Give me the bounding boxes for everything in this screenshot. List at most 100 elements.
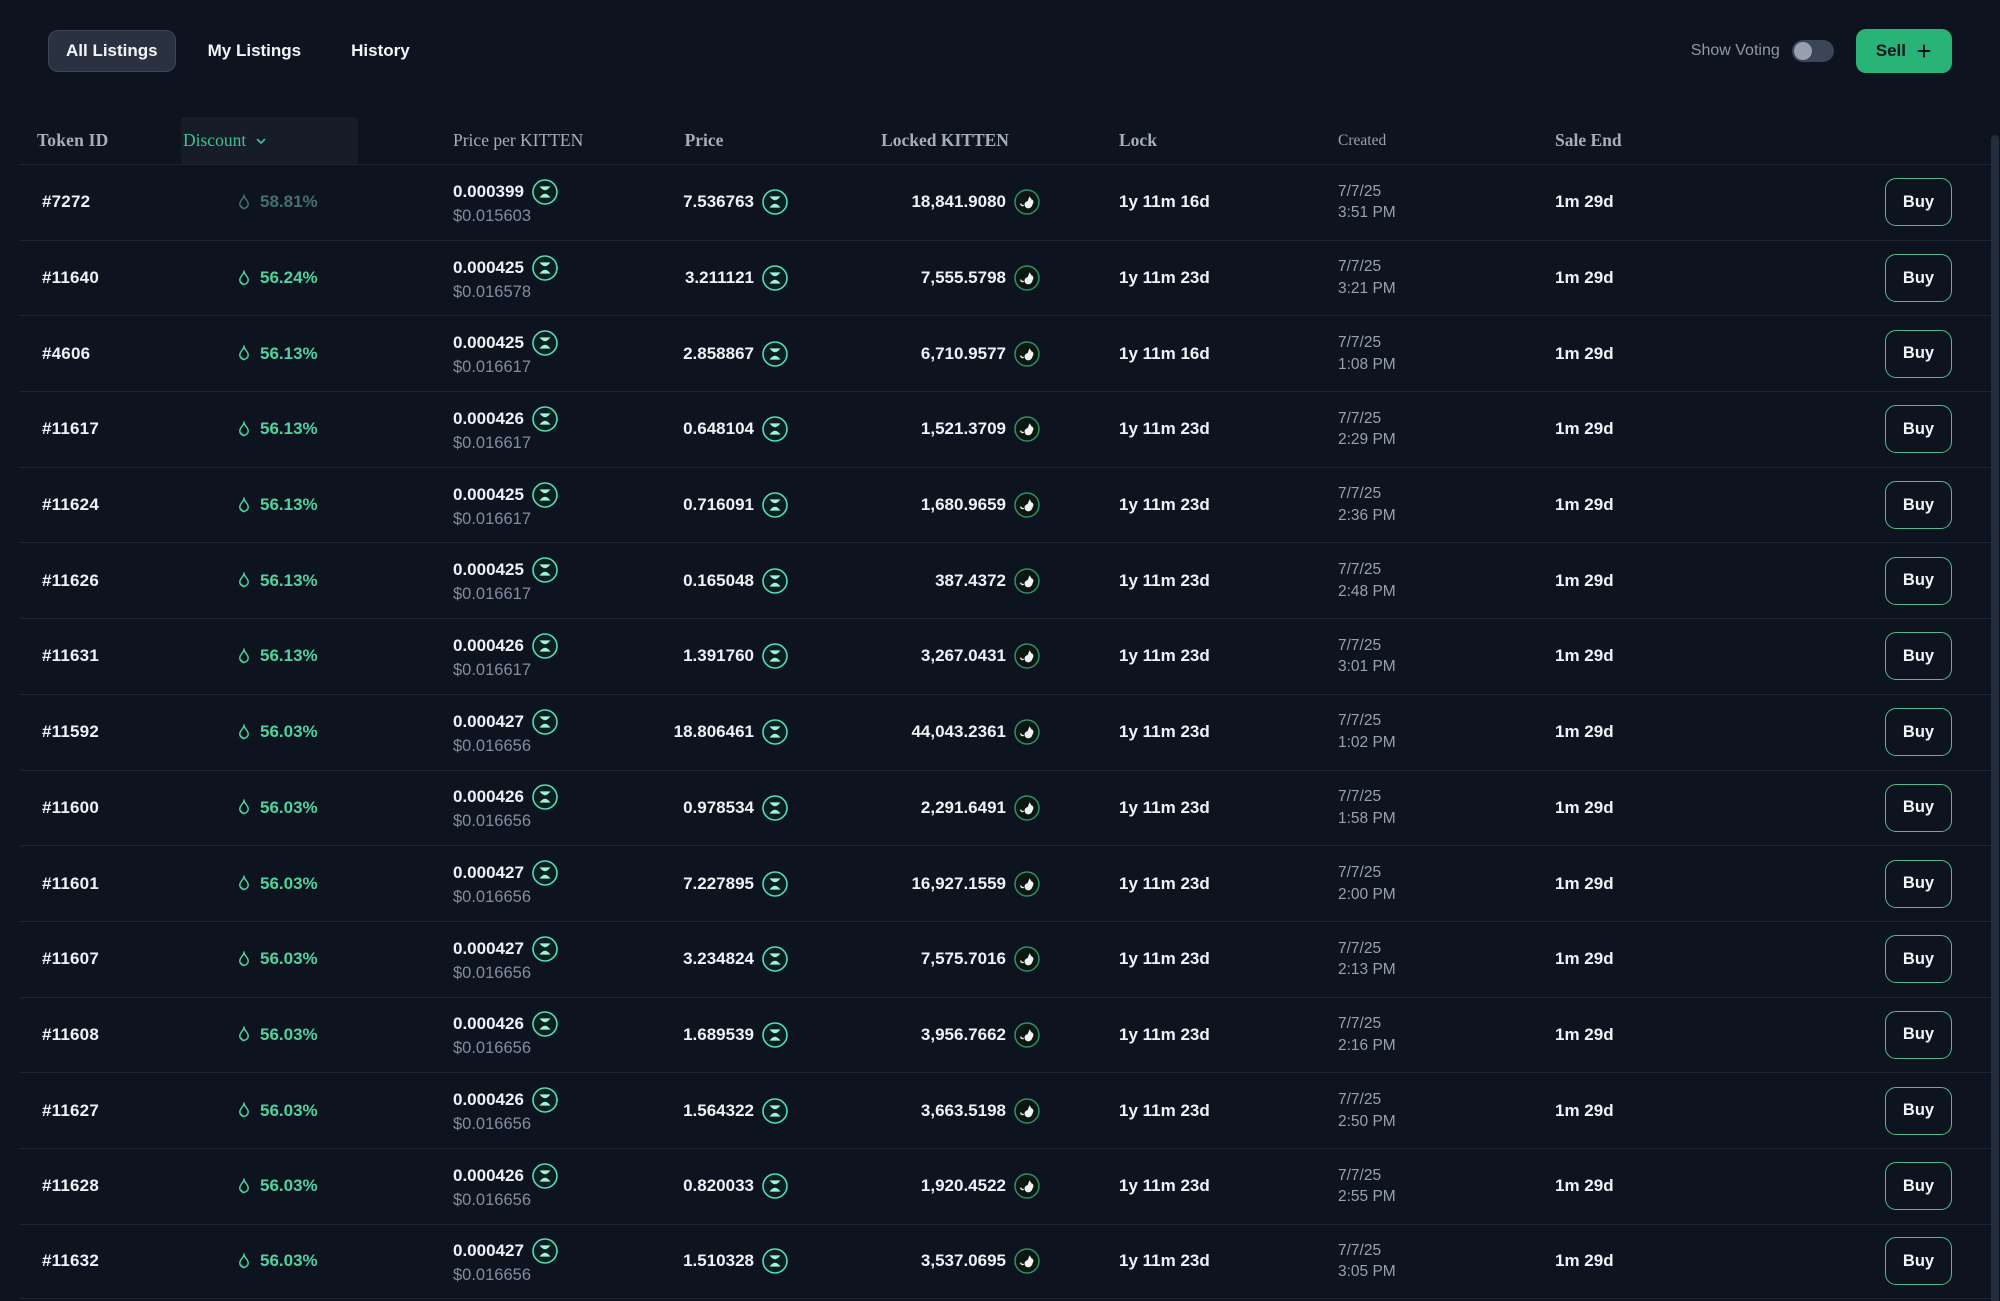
lock-duration: 1y 11m 23d <box>1119 949 1210 969</box>
created-date: 7/7/25 <box>1338 636 1382 654</box>
created-date: 7/7/25 <box>1338 863 1382 881</box>
tab-all-listings[interactable]: All Listings <box>48 29 176 72</box>
buy-button[interactable]: Buy <box>1885 935 1952 984</box>
sale-end: 1m 29d <box>1555 797 1614 817</box>
header-token-id: Token ID <box>37 130 109 150</box>
tab-my-listings[interactable]: My Listings <box>207 40 302 60</box>
discount-value: 56.13% <box>260 495 318 515</box>
created-cell: 7/7/25 2:50 PM <box>1320 1089 1540 1132</box>
buy-button[interactable]: Buy <box>1885 1237 1952 1286</box>
price-cell: 0.165048 <box>620 567 850 594</box>
price-per-kitten-usd: $0.016656 <box>453 1115 531 1134</box>
price-per-kitten-cell: 0.000425 $0.016617 <box>358 481 620 529</box>
table-row: #11628 56.03% 0.000426 <box>20 1147 1992 1224</box>
flame-icon <box>236 1025 252 1044</box>
buy-cell: Buy <box>1700 405 1992 454</box>
locked-kitten-value: 387.4372 <box>935 570 1006 590</box>
buy-button[interactable]: Buy <box>1885 1086 1952 1135</box>
buy-cell: Buy <box>1700 1010 1992 1059</box>
table-row: #11601 56.03% 0.000427 <box>20 845 1992 921</box>
discount-value: 56.03% <box>260 1251 318 1271</box>
price-per-kitten-usd: $0.016656 <box>453 1265 531 1284</box>
buy-cell: Buy <box>1700 783 1992 832</box>
price-per-kitten-value: 0.000426 <box>453 408 524 428</box>
price-per-kitten-cell: 0.000427 $0.016656 <box>358 1238 620 1285</box>
price-per-kitten-cell: 0.000427 $0.016656 <box>358 860 620 907</box>
hype-token-icon <box>532 406 558 432</box>
price-value: 7.227895 <box>683 873 754 893</box>
flame-icon <box>236 571 252 590</box>
sale-end: 1m 29d <box>1555 1251 1614 1271</box>
kitten-token-icon <box>1014 870 1040 897</box>
listings-table: Token ID Discount Price per KITTEN Price… <box>0 117 2000 1300</box>
price-per-kitten-value: 0.000426 <box>453 1165 524 1185</box>
buy-cell: Buy <box>1700 859 1992 908</box>
buy-cell: Buy <box>1700 708 1992 757</box>
buy-button[interactable]: Buy <box>1885 254 1952 303</box>
created-cell: 7/7/25 2:13 PM <box>1320 938 1540 981</box>
kitten-token-icon <box>1014 492 1040 518</box>
token-id: #11592 <box>42 722 99 742</box>
table-row: #11617 56.13% 0.000426 <box>20 391 1992 467</box>
buy-button[interactable]: Buy <box>1885 481 1952 530</box>
discount-value: 56.03% <box>260 873 318 893</box>
token-id: #11600 <box>42 797 99 817</box>
created-time: 2:00 PM <box>1338 885 1396 903</box>
sale-end: 1m 29d <box>1555 495 1614 515</box>
price-per-kitten-value: 0.000427 <box>453 863 524 883</box>
tab-history[interactable]: History <box>351 40 410 60</box>
header-actions <box>1700 117 1992 164</box>
table-row: #11607 56.03% 0.000427 <box>20 920 1992 997</box>
discount-cell: 56.03% <box>181 798 358 818</box>
buy-button[interactable]: Buy <box>1885 405 1952 454</box>
buy-button[interactable]: Buy <box>1885 556 1952 605</box>
buy-button[interactable]: Buy <box>1885 178 1952 227</box>
locked-kitten-cell: 387.4372 <box>850 568 1110 594</box>
sale-end: 1m 29d <box>1555 1024 1614 1044</box>
show-voting-toggle[interactable] <box>1791 39 1834 62</box>
price-per-kitten-usd: $0.016617 <box>453 660 531 679</box>
kitten-token-icon <box>1014 643 1040 670</box>
kitten-token-icon <box>1014 416 1040 443</box>
header-locked-kitten: Locked KITTEN <box>881 130 1009 150</box>
token-id: #11640 <box>42 268 99 288</box>
price-cell: 1.564322 <box>620 1097 850 1124</box>
lock-duration: 1y 11m 23d <box>1119 1024 1210 1044</box>
buy-button[interactable]: Buy <box>1885 783 1952 832</box>
price-per-kitten-value: 0.000426 <box>453 787 524 807</box>
table-row: #11632 56.03% 0.000427 <box>20 1223 1992 1300</box>
lock-duration: 1y 11m 23d <box>1119 419 1210 439</box>
buy-button[interactable]: Buy <box>1885 1162 1952 1211</box>
price-per-kitten-cell: 0.000399 $0.015603 <box>358 179 620 226</box>
buy-button[interactable]: Buy <box>1885 329 1952 378</box>
token-id: #11601 <box>42 873 99 893</box>
buy-cell: Buy <box>1700 1086 1992 1135</box>
buy-button[interactable]: Buy <box>1885 708 1952 757</box>
buy-button[interactable]: Buy <box>1885 859 1952 908</box>
locked-kitten-value: 6,710.9577 <box>920 343 1006 363</box>
buy-button[interactable]: Buy <box>1885 632 1952 681</box>
price-per-kitten-cell: 0.000426 $0.016656 <box>358 1162 620 1210</box>
show-voting-label: Show Voting <box>1690 41 1780 59</box>
discount-cell: 56.03% <box>181 1025 358 1045</box>
vertical-scrollbar[interactable] <box>1991 135 1999 1301</box>
price-cell: 1.510328 <box>620 1248 850 1275</box>
price-per-kitten-value: 0.000427 <box>453 711 524 731</box>
table-row: #11624 56.13% 0.000425 <box>20 466 1992 543</box>
price-per-kitten-usd: $0.016656 <box>453 736 531 755</box>
created-time: 3:21 PM <box>1338 280 1396 298</box>
sale-end: 1m 29d <box>1555 192 1614 212</box>
buy-button[interactable]: Buy <box>1885 1010 1952 1059</box>
locked-kitten-value: 44,043.2361 <box>911 722 1006 742</box>
discount-cell: 56.03% <box>181 874 358 894</box>
discount-value: 56.13% <box>260 419 318 439</box>
header-discount-sort[interactable]: Discount <box>181 117 358 164</box>
buy-cell: Buy <box>1700 1162 1992 1211</box>
created-time: 2:48 PM <box>1338 582 1396 600</box>
hype-token-icon <box>532 708 558 735</box>
lock-duration: 1y 11m 23d <box>1119 495 1210 515</box>
price-value: 0.165048 <box>683 570 754 590</box>
sell-button[interactable]: Sell <box>1855 28 1952 73</box>
created-date: 7/7/25 <box>1338 485 1382 503</box>
discount-value: 56.03% <box>260 949 318 969</box>
